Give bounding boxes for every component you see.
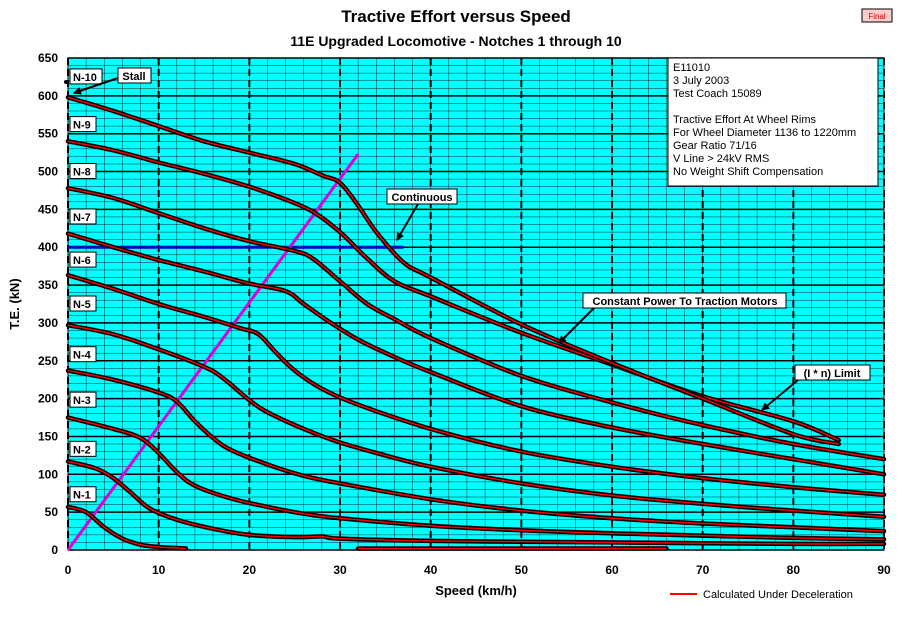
- stall-point-marker: [64, 80, 68, 84]
- notch-label: N-2: [69, 440, 97, 457]
- notch-label-text: N-8: [73, 167, 91, 179]
- constant-power-annotation-label: Constant Power To Traction Motors: [593, 296, 778, 308]
- y-tick-label: 150: [38, 429, 58, 443]
- notch-calculated-curve: [67, 506, 186, 550]
- final-badge-label: Final: [868, 12, 886, 21]
- notch-label: N-5: [69, 295, 97, 312]
- x-tick-label: 20: [243, 563, 257, 577]
- notch-label-box: [69, 486, 97, 503]
- y-tick-labels: 0 50 100 150 200 250 300 350 400 450 500 550 600 650: [38, 51, 58, 557]
- notch-label-text: N-6: [73, 255, 91, 267]
- notch-calculated-curve: [67, 460, 885, 545]
- notch-label: N-9: [69, 116, 97, 133]
- series-layer: [65, 95, 887, 551]
- reference-line: [66, 153, 360, 551]
- x-tick-label: 10: [152, 563, 166, 577]
- x-tick-labels: 0 10 20 30 40 50 60 70 80 90: [65, 563, 891, 577]
- notch-label: N-1: [69, 486, 97, 503]
- notch-calculated-curve: [67, 369, 885, 532]
- notch-label: N-4: [69, 346, 97, 363]
- x-tick-label: 50: [515, 563, 529, 577]
- notch-label-text: N-2: [73, 444, 91, 456]
- notch-calculated-curve: [67, 416, 885, 541]
- info-box-line: Gear Ratio 71/16: [673, 140, 757, 152]
- notch-label-text: N-4: [73, 350, 92, 362]
- info-box-line: E11010: [673, 62, 710, 74]
- continuous-annotation: Continuous: [386, 188, 458, 241]
- notch-calculated-curve: [67, 232, 885, 475]
- y-tick-label: 550: [38, 127, 58, 141]
- x-tick-label: 0: [65, 563, 72, 577]
- legend-label: Calculated Under Deceleration: [703, 589, 853, 601]
- notch-label: N-10: [69, 68, 103, 85]
- x-tick-label: 90: [877, 563, 891, 577]
- x-tick-label: 40: [424, 563, 438, 577]
- notch-label-box: [69, 208, 97, 225]
- i-n-limit-annotation-label: (I * n) Limit: [804, 368, 861, 380]
- y-tick-label: 400: [38, 240, 58, 254]
- notch-calculated-curve: [67, 187, 885, 460]
- x-tick-label: 30: [333, 563, 347, 577]
- y-tick-label: 450: [38, 202, 58, 216]
- notch-label-text: N-10: [73, 72, 97, 84]
- y-tick-label: 650: [38, 51, 58, 65]
- continuous-annotation-label: Continuous: [391, 192, 452, 204]
- notch-label-box: [69, 346, 97, 363]
- y-tick-label: 350: [38, 278, 58, 292]
- y-tick-label: 250: [38, 354, 58, 368]
- constant-power-annotation: Constant Power To Traction Motors: [558, 292, 787, 344]
- i-n-limit-annotation: (I * n) Limit: [761, 364, 871, 411]
- annotations: Stall Continuous Constant Power To Tract…: [64, 67, 871, 411]
- notch-label-text: N-7: [73, 212, 91, 224]
- notch-calculated-curve: [67, 274, 885, 496]
- info-box-line: 3 July 2003: [673, 75, 729, 87]
- notch-label: N-3: [69, 391, 97, 408]
- y-tick-label: 600: [38, 89, 58, 103]
- notch-label-text: N-1: [73, 490, 91, 502]
- notch-label: N-7: [69, 208, 97, 225]
- notch-label-box: [69, 440, 97, 457]
- y-tick-label: 200: [38, 392, 58, 406]
- stall-annotation: Stall: [73, 67, 152, 95]
- notch-calculated-curve: [67, 96, 839, 445]
- notch-label-box: [69, 163, 97, 180]
- info-box-line: No Weight Shift Compensation: [673, 166, 823, 178]
- notch-label: N-6: [69, 251, 97, 268]
- notch-label-text: N-5: [73, 299, 91, 311]
- notch-label-box: [69, 116, 97, 133]
- info-box-line: Test Coach 15089: [673, 88, 762, 100]
- y-tick-label: 50: [45, 505, 59, 519]
- y-tick-label: 300: [38, 316, 58, 330]
- notch-label: N-8: [69, 163, 97, 180]
- legend: Calculated Under Deceleration: [670, 589, 853, 601]
- y-tick-label: 500: [38, 165, 58, 179]
- stall-annotation-label: Stall: [122, 71, 145, 83]
- x-tick-label: 70: [696, 563, 710, 577]
- info-box-line: Tractive Effort At Wheel Rims: [673, 114, 817, 126]
- y-tick-label: 0: [51, 543, 58, 557]
- final-badge: Final: [861, 8, 893, 23]
- y-axis-label: T.E. (kN): [7, 278, 22, 329]
- notch-label-box: [69, 68, 103, 85]
- info-box-line: V Line > 24kV RMS: [673, 153, 769, 165]
- chart-subtitle: 11E Upgraded Locomotive - Notches 1 thro…: [290, 33, 622, 49]
- x-tick-label: 80: [787, 563, 801, 577]
- notch-labels: N-1 N-2 N-3 N-4 N-5 N-6 N-7 N-8 N-9 N-10: [69, 68, 103, 503]
- notch-label-text: N-9: [73, 120, 91, 132]
- notch-calculated-curve: [67, 324, 885, 518]
- chart-title: Tractive Effort versus Speed: [341, 7, 571, 26]
- notch-label-text: N-3: [73, 395, 91, 407]
- notch-label-box: [69, 295, 97, 312]
- y-tick-label: 100: [38, 467, 58, 481]
- notch-label-box: [69, 251, 97, 268]
- x-tick-label: 60: [605, 563, 619, 577]
- x-axis-label: Speed (km/h): [435, 583, 517, 598]
- notch-label-box: [69, 391, 97, 408]
- reference-lines: [66, 153, 404, 551]
- info-box-line: For Wheel Diameter 1136 to 1220mm: [673, 127, 856, 139]
